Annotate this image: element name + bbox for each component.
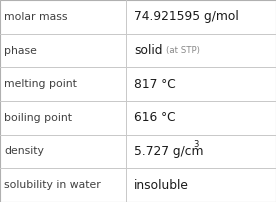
Text: 5.727 g/cm: 5.727 g/cm xyxy=(134,145,203,158)
Text: solubility in water: solubility in water xyxy=(4,180,101,190)
Text: (at STP): (at STP) xyxy=(166,46,200,55)
Text: melting point: melting point xyxy=(4,79,77,89)
Text: 616 °C: 616 °C xyxy=(134,111,176,124)
Text: molar mass: molar mass xyxy=(4,12,68,22)
Text: solid: solid xyxy=(134,44,162,57)
Text: 817 °C: 817 °C xyxy=(134,78,176,91)
Text: boiling point: boiling point xyxy=(4,113,72,123)
Text: 74.921595 g/mol: 74.921595 g/mol xyxy=(134,10,239,23)
Text: density: density xyxy=(4,146,44,157)
Text: insoluble: insoluble xyxy=(134,179,189,192)
Text: phase: phase xyxy=(4,45,37,56)
Text: 3: 3 xyxy=(193,140,198,149)
